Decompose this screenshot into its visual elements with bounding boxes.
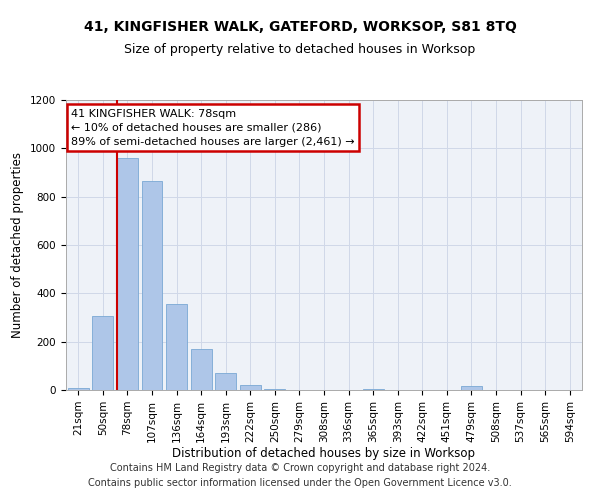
Bar — [461, 386, 482, 390]
Bar — [191, 349, 212, 390]
Text: 41, KINGFISHER WALK, GATEFORD, WORKSOP, S81 8TQ: 41, KINGFISHER WALK, GATEFORD, WORKSOP, … — [83, 20, 517, 34]
Text: Contains HM Land Registry data © Crown copyright and database right 2024.
Contai: Contains HM Land Registry data © Crown c… — [88, 462, 512, 487]
Bar — [265, 389, 286, 390]
Bar — [166, 304, 187, 390]
Bar — [117, 158, 138, 390]
Y-axis label: Number of detached properties: Number of detached properties — [11, 152, 25, 338]
Bar — [362, 389, 383, 390]
Bar — [215, 373, 236, 390]
Text: Size of property relative to detached houses in Worksop: Size of property relative to detached ho… — [124, 42, 476, 56]
Text: 41 KINGFISHER WALK: 78sqm
← 10% of detached houses are smaller (286)
89% of semi: 41 KINGFISHER WALK: 78sqm ← 10% of detac… — [71, 108, 355, 146]
Bar — [92, 316, 113, 390]
Bar — [68, 388, 89, 390]
Bar — [240, 384, 261, 390]
Bar — [142, 181, 163, 390]
X-axis label: Distribution of detached houses by size in Worksop: Distribution of detached houses by size … — [173, 448, 476, 460]
